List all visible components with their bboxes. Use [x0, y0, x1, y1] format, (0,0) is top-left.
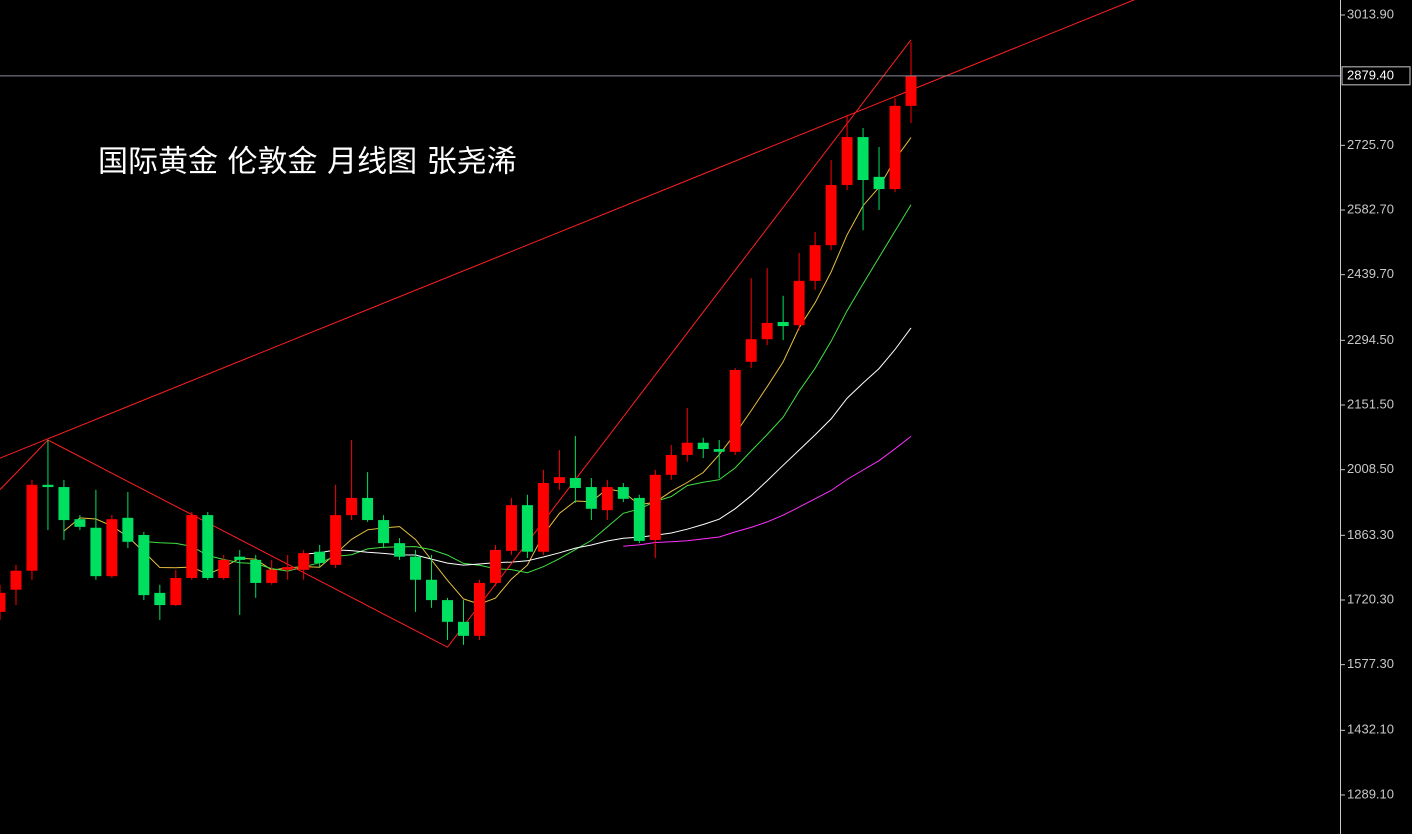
candle-body	[649, 474, 661, 540]
y-tick-label: 2439.70	[1347, 266, 1394, 281]
chart-title: 国际黄金 伦敦金 月线图 张尧浠	[98, 145, 517, 180]
candle-body	[234, 556, 246, 560]
candle-body	[537, 482, 549, 552]
candle-body	[106, 519, 118, 577]
candle-body	[426, 579, 438, 601]
y-tick-label: 1863.30	[1347, 527, 1394, 542]
candle-body	[26, 484, 38, 571]
candle-body	[697, 442, 709, 450]
candle-body	[74, 519, 86, 527]
candle-body	[841, 137, 853, 185]
candle-body	[585, 487, 597, 509]
plot-area	[0, 0, 1136, 648]
candle-body	[793, 280, 805, 326]
candle-body	[298, 553, 310, 570]
candle-body	[442, 600, 454, 622]
candle-body	[346, 497, 358, 516]
candle-body	[154, 592, 166, 606]
candle-body	[633, 497, 645, 541]
candle-body	[745, 339, 757, 362]
candle-body	[521, 505, 533, 552]
candle-body	[250, 559, 262, 583]
candle-body	[122, 517, 134, 542]
candle-body	[729, 369, 741, 452]
candle-body	[825, 184, 837, 246]
candle-body	[330, 515, 342, 565]
candle-body	[314, 551, 326, 564]
candle-body	[10, 570, 22, 590]
candle-body	[857, 137, 869, 181]
y-tick-label: 1720.30	[1347, 591, 1394, 606]
candle-body	[601, 487, 613, 511]
candle-body	[505, 505, 517, 551]
candle-body	[170, 577, 182, 606]
candle-body	[713, 449, 725, 452]
y-tick-label: 2008.50	[1347, 461, 1394, 476]
candle-body	[202, 515, 214, 578]
candle-body	[665, 454, 677, 475]
candle-body	[362, 497, 374, 521]
candle-body	[410, 556, 422, 580]
y-tick-label: 3013.90	[1347, 6, 1394, 21]
candle-body	[42, 484, 54, 488]
candle-body	[394, 543, 406, 557]
candle-body	[58, 487, 70, 521]
candle-body	[489, 549, 501, 583]
y-tick-label: 2151.50	[1347, 396, 1394, 411]
candle-body	[90, 527, 102, 577]
trendline	[0, 0, 1136, 459]
candle-body	[617, 487, 629, 499]
candle-body	[218, 559, 230, 578]
moving-average	[623, 436, 912, 547]
y-tick-label: 1289.10	[1347, 786, 1394, 801]
candle-body	[282, 567, 294, 570]
candle-body	[681, 442, 693, 455]
last-price-label: 2879.40	[1347, 67, 1394, 82]
candle-body	[138, 535, 150, 596]
y-tick-label: 2294.50	[1347, 332, 1394, 347]
y-tick-label: 1432.10	[1347, 722, 1394, 737]
candle-body	[457, 621, 469, 636]
y-tick-label: 2725.70	[1347, 137, 1394, 152]
candle-body	[569, 478, 581, 488]
candle-body	[266, 569, 278, 583]
candle-body	[378, 520, 390, 544]
candle-body	[761, 322, 773, 340]
candle-body	[0, 592, 6, 612]
last-price-box	[1341, 66, 1411, 86]
y-tick-label: 2582.70	[1347, 201, 1394, 216]
candle-body	[553, 477, 565, 483]
trendline	[0, 39, 912, 648]
candle-body	[889, 105, 901, 190]
candle-body	[777, 322, 789, 327]
candle-body	[873, 176, 885, 190]
candle-body	[473, 582, 485, 636]
candle-body	[905, 75, 917, 106]
candle-body	[186, 515, 198, 578]
candle-body	[809, 245, 821, 281]
y-tick-label: 1577.30	[1347, 656, 1394, 671]
